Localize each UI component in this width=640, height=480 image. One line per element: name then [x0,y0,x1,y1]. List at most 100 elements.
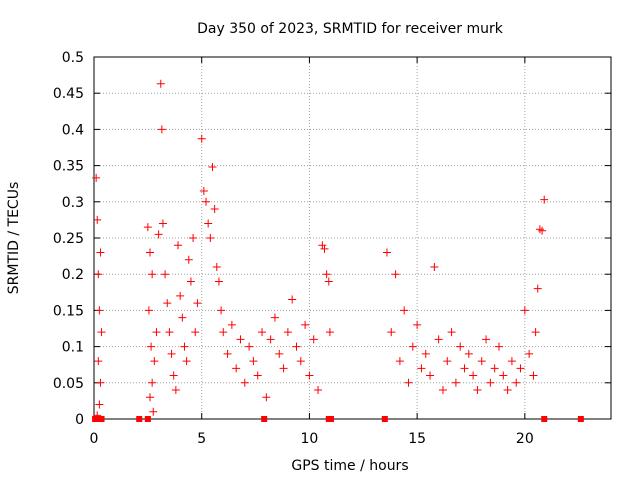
data-point [314,386,323,395]
chart-title: Day 350 of 2023, SRMTID for receiver mur… [197,21,504,37]
data-point [447,328,456,337]
y-tick-label: 0 [75,412,84,428]
zero-marker [541,416,548,422]
data-point [240,378,249,387]
data-point [169,371,178,380]
data-point [434,335,443,344]
data-point [451,378,460,387]
data-point [199,186,208,195]
data-point [413,320,422,329]
plot-frame [93,56,612,420]
data-point [146,248,155,257]
data-point [499,371,508,380]
data-point [191,328,200,337]
tick-labels: 0 0.05 0.1 0.15 0.2 0.25 0.3 0.35 0.4 0.45 0.5 0 5 10… [53,50,534,447]
data-point [456,342,465,351]
data-points [92,79,584,422]
data-point [538,226,547,235]
data-point [520,306,529,315]
data-point [210,205,219,214]
data-point [97,328,106,337]
data-point [236,335,245,344]
data-point [535,225,544,234]
data-point [421,349,430,358]
x-tick-label: 10 [301,431,319,447]
data-point [262,393,271,402]
x-tick-label: 15 [408,431,426,447]
data-point [288,295,297,304]
y-tick-label: 0.15 [53,303,84,319]
y-axis-label: SRMTID / TECUs [6,182,22,295]
data-point [202,197,211,206]
y-tick-label: 0.05 [53,376,84,392]
data-point [149,407,158,416]
y-tick-label: 0.1 [62,340,84,356]
data-point [382,248,391,257]
data-point [482,335,491,344]
data-point [395,357,404,366]
data-point [249,357,258,366]
data-point [96,248,105,257]
data-point [197,134,206,143]
data-point [219,328,228,337]
data-point [182,357,191,366]
data-point [301,320,310,329]
zero-marker [381,416,388,422]
data-point [391,270,400,279]
data-point [258,328,267,337]
data-point [223,349,232,358]
data-point [464,349,473,358]
data-point [143,223,152,232]
data-point [165,328,174,337]
data-point [180,342,189,351]
data-point [92,173,101,182]
y-tick-label: 0.35 [53,159,84,175]
data-point [292,342,301,351]
x-tick-label: 20 [516,431,534,447]
data-point [460,364,469,373]
data-point [208,163,217,172]
data-point [214,277,223,286]
data-point [95,400,104,409]
data-point [167,349,176,358]
zero-marker [327,416,334,422]
data-point [494,342,503,351]
data-point [430,262,439,271]
data-point [148,378,157,387]
data-point [417,364,426,373]
data-point [512,378,521,387]
data-point [204,219,213,228]
data-point [426,371,435,380]
data-point [325,328,334,337]
y-tick-label: 0.25 [53,231,84,247]
data-point [150,357,159,366]
data-point [158,219,167,228]
x-axis-label: GPS time / hours [291,458,408,474]
data-point [184,255,193,264]
data-point [227,320,236,329]
data-point [206,234,215,242]
data-point [193,299,202,308]
data-point [469,371,478,380]
data-point [95,306,104,315]
data-point [486,378,495,387]
data-point [283,328,292,337]
zero-marker [144,416,151,422]
data-point [157,125,166,134]
data-point [232,364,241,373]
data-point [404,378,413,387]
y-tick-label: 0.45 [53,86,84,102]
data-point [96,378,105,387]
data-point [387,328,396,337]
data-point [400,306,409,315]
data-point [477,357,486,366]
data-point [296,357,305,366]
data-point [178,313,187,322]
data-point [171,386,180,395]
zero-marker [94,416,101,422]
data-point [408,342,417,351]
zero-marker [136,416,143,422]
data-point [146,393,155,402]
zero-marker [98,416,105,422]
